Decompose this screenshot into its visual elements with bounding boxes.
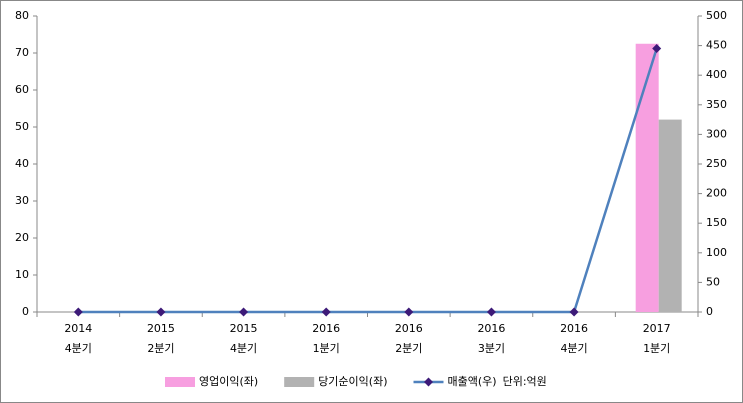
legend-label: 당기순이익(좌) — [318, 375, 387, 388]
marker — [321, 307, 331, 317]
y-tick-label: 80 — [15, 9, 29, 22]
x-tick-label: 4분기 — [65, 342, 92, 355]
y2-tick-label: 200 — [706, 187, 727, 200]
y-tick-label: 40 — [15, 157, 29, 170]
marker — [73, 307, 83, 317]
x-tick-label: 2014 — [64, 322, 92, 335]
x-tick-label: 2016 — [477, 322, 505, 335]
y2-tick-label: 300 — [706, 127, 727, 140]
marker — [569, 307, 579, 317]
y-tick-label: 50 — [15, 120, 29, 133]
x-tick-label: 2017 — [643, 322, 671, 335]
y-tick-label: 10 — [15, 268, 29, 281]
y-tick-label: 20 — [15, 231, 29, 244]
annotation: 단위:억원 — [503, 375, 547, 388]
x-tick-label: 2016 — [560, 322, 588, 335]
y2-tick-label: 450 — [706, 39, 727, 52]
legend-swatch — [165, 377, 195, 387]
bar — [658, 119, 682, 312]
legend-label: 매출액(우) — [448, 375, 497, 388]
y2-tick-label: 150 — [706, 216, 727, 229]
marker — [486, 307, 496, 317]
y2-tick-label: 350 — [706, 98, 727, 111]
x-tick-label: 2분기 — [395, 342, 422, 355]
legend-marker — [424, 377, 433, 387]
y2-tick-label: 50 — [706, 275, 720, 288]
marker — [239, 307, 249, 317]
y-tick-label: 70 — [15, 46, 29, 59]
line — [78, 48, 658, 314]
bar — [635, 43, 659, 312]
x-tick-label: 2015 — [230, 322, 258, 335]
x-tick-label: 3분기 — [478, 342, 505, 355]
marker — [652, 44, 662, 54]
y2-tick-label: 250 — [706, 157, 727, 170]
x-tick-label: 1분기 — [313, 342, 340, 355]
marker — [404, 307, 414, 317]
marker — [156, 307, 166, 317]
x-tick-label: 2016 — [312, 322, 340, 335]
legend-swatch — [284, 377, 315, 387]
x-tick-label: 4분기 — [230, 342, 257, 355]
x-tick-label: 2015 — [147, 322, 175, 335]
y2-tick-label: 500 — [706, 9, 727, 22]
x-tick-label: 1분기 — [643, 342, 670, 355]
legend-label: 영업이익(좌) — [199, 375, 258, 388]
y2-tick-label: 100 — [706, 246, 727, 259]
y-tick-label: 60 — [15, 83, 29, 96]
y2-tick-label: 400 — [706, 68, 727, 81]
x-tick-label: 4분기 — [560, 342, 587, 355]
y2-tick-label: 0 — [706, 305, 713, 318]
x-tick-label: 2분기 — [147, 342, 174, 355]
x-tick-label: 2016 — [395, 322, 423, 335]
y-tick-label: 0 — [22, 305, 29, 318]
y-tick-label: 30 — [15, 194, 29, 207]
